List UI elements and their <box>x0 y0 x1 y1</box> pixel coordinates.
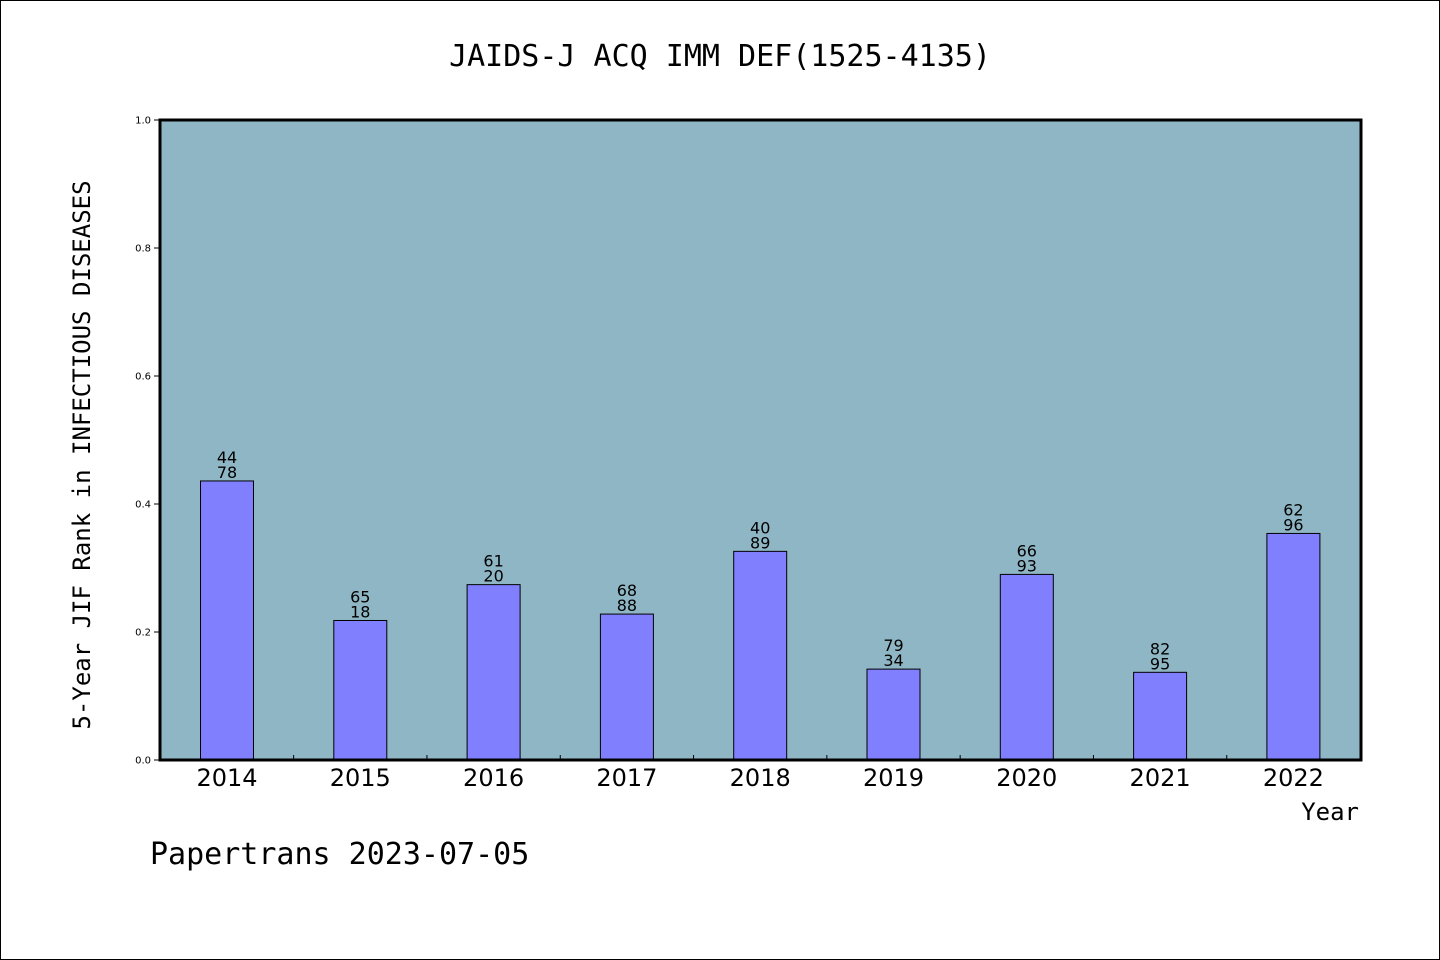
x-tick-label: 2021 <box>1130 764 1191 792</box>
bar-label: 68 <box>617 581 637 600</box>
x-tick-label: 2014 <box>196 764 257 792</box>
y-tick-label: 0.8 <box>135 244 151 255</box>
bar <box>599 613 654 761</box>
bar <box>1133 671 1188 761</box>
x-tick-label: 2019 <box>863 764 924 792</box>
bar-label: 89 <box>750 533 770 552</box>
x-tick-label: 2015 <box>330 764 391 792</box>
y-tick-label: 0.2 <box>135 628 151 639</box>
bar-label: 78 <box>217 463 237 482</box>
bar-label: 40 <box>750 518 770 537</box>
bar <box>466 584 521 761</box>
x-tick-label: 2018 <box>730 764 791 792</box>
x-axis-label: Year <box>1301 798 1359 826</box>
y-axis-label: 5-Year JIF Rank in INFECTIOUS DISEASES <box>68 180 96 729</box>
chart-title: JAIDS-J ACQ IMM DEF(1525-4135) <box>449 39 991 74</box>
bar-label: 18 <box>350 602 370 621</box>
plot-border <box>158 118 1363 762</box>
y-tick-label: 0.0 <box>135 756 151 767</box>
bar <box>866 668 921 761</box>
bar-label: 44 <box>217 448 237 467</box>
y-axis-ticks: 0.0 0.2 0.4 0.6 0.8 1.0 <box>135 116 160 767</box>
x-tick-label: 2022 <box>1263 764 1324 792</box>
x-tick-label: 2016 <box>463 764 524 792</box>
bar <box>200 480 254 761</box>
bar-label: 65 <box>350 587 370 606</box>
bar-label: 20 <box>483 567 503 586</box>
bar <box>1266 532 1321 761</box>
bar <box>333 619 388 761</box>
y-tick-label: 1.0 <box>135 116 151 127</box>
bar-label: 95 <box>1150 654 1170 673</box>
x-tick-label: 2020 <box>996 764 1057 792</box>
y-tick-label: 0.4 <box>135 500 151 511</box>
bar-label: 62 <box>1283 500 1303 519</box>
bar-label: 79 <box>883 636 903 655</box>
y-tick-label: 0.6 <box>135 372 151 383</box>
bar-label: 61 <box>483 552 503 571</box>
bar-label: 34 <box>883 651 903 670</box>
bar-label: 93 <box>1017 556 1037 575</box>
bar-label: 82 <box>1150 639 1170 658</box>
bar-label: 66 <box>1017 541 1037 560</box>
x-tick-label: 2017 <box>596 764 657 792</box>
bar-label: 96 <box>1283 515 1303 534</box>
bar-label: 88 <box>617 596 637 615</box>
bar <box>999 573 1054 761</box>
x-axis-ticks: 2014 2015 2016 2017 2018 2019 2020 2021 2022 <box>196 755 1324 792</box>
footer-text: Papertrans 2023-07-05 <box>150 837 529 872</box>
bar <box>733 550 788 761</box>
